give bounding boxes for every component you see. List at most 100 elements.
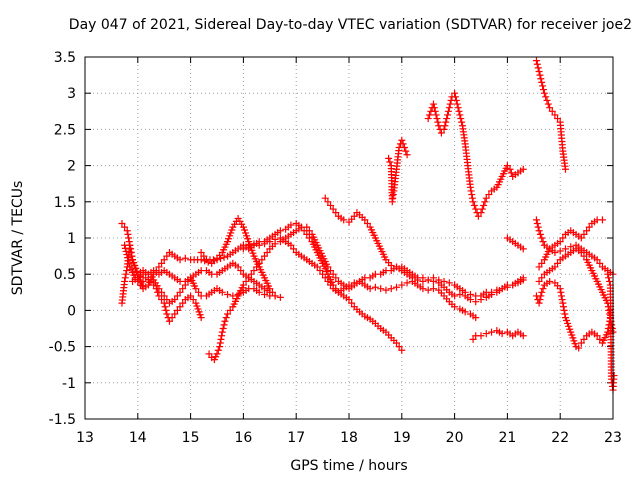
data-point bbox=[263, 248, 271, 256]
x-tick-label: 19 bbox=[393, 430, 411, 446]
data-point bbox=[536, 71, 544, 79]
data-point bbox=[585, 223, 593, 231]
data-point bbox=[506, 165, 514, 173]
data-point bbox=[519, 276, 527, 284]
data-point bbox=[468, 194, 476, 202]
data-point bbox=[258, 256, 266, 264]
data-point bbox=[161, 303, 169, 311]
data-point bbox=[361, 216, 369, 224]
y-tick-label: -1 bbox=[62, 376, 76, 392]
series-track-13 bbox=[532, 57, 569, 173]
data-point bbox=[386, 158, 394, 166]
data-point bbox=[554, 259, 562, 267]
series-track-14 bbox=[532, 216, 617, 278]
data-point bbox=[197, 314, 205, 322]
data-point bbox=[216, 339, 224, 347]
series-track-07 bbox=[239, 234, 480, 322]
data-point bbox=[458, 118, 466, 126]
axis-ticks: 13 14 15 16 17 18 19 20 21 22 23 3.5 3 2.5 2 1.5 1 0.5 0 -0… bbox=[49, 50, 622, 446]
data-point bbox=[558, 296, 566, 304]
data-point bbox=[402, 147, 410, 155]
data-point bbox=[546, 277, 554, 285]
data-point bbox=[321, 194, 329, 202]
data-point bbox=[451, 303, 459, 311]
y-tick-label: -0.5 bbox=[49, 340, 76, 356]
x-tick-label: 15 bbox=[182, 430, 200, 446]
data-point bbox=[403, 279, 411, 287]
data-point bbox=[128, 252, 136, 260]
data-point bbox=[160, 256, 168, 264]
series-track-11 bbox=[469, 327, 527, 343]
data-point bbox=[538, 274, 546, 282]
data-point bbox=[430, 104, 438, 112]
data-point bbox=[488, 290, 496, 298]
data-point bbox=[442, 118, 450, 126]
data-point bbox=[345, 296, 353, 304]
data-point bbox=[539, 82, 547, 90]
data-point bbox=[605, 277, 613, 285]
data-point bbox=[195, 288, 203, 296]
data-point bbox=[593, 332, 601, 340]
data-point bbox=[434, 118, 442, 126]
data-point bbox=[435, 122, 443, 130]
data-point bbox=[276, 293, 284, 301]
data-point bbox=[218, 288, 226, 296]
data-point bbox=[431, 107, 439, 115]
data-point bbox=[503, 162, 511, 170]
data-point bbox=[220, 321, 228, 329]
data-point bbox=[400, 144, 408, 151]
data-point bbox=[398, 346, 406, 354]
data-point bbox=[445, 104, 453, 112]
data-point bbox=[432, 111, 440, 119]
data-point bbox=[577, 234, 585, 242]
data-point bbox=[121, 241, 129, 249]
data-point bbox=[158, 259, 166, 267]
data-point bbox=[200, 252, 208, 260]
x-tick-label: 20 bbox=[446, 430, 464, 446]
data-point bbox=[124, 257, 132, 265]
data-point bbox=[536, 230, 544, 238]
data-point bbox=[250, 240, 258, 248]
data-point bbox=[477, 209, 485, 217]
data-point bbox=[538, 78, 546, 86]
data-point bbox=[150, 281, 158, 289]
data-point bbox=[237, 267, 245, 275]
data-point bbox=[414, 276, 422, 284]
data-point bbox=[424, 286, 432, 294]
data-point bbox=[610, 372, 618, 380]
data-point bbox=[261, 240, 269, 248]
data-point bbox=[535, 227, 543, 235]
data-point bbox=[503, 283, 511, 291]
data-point bbox=[271, 235, 279, 243]
data-point bbox=[444, 107, 452, 115]
data-point bbox=[561, 310, 569, 318]
data-point bbox=[217, 335, 225, 343]
data-point bbox=[276, 227, 284, 235]
data-point bbox=[155, 263, 163, 271]
data-point bbox=[197, 248, 205, 256]
data-point bbox=[324, 198, 332, 206]
data-point bbox=[441, 122, 449, 130]
data-point bbox=[171, 296, 179, 304]
data-point bbox=[139, 277, 147, 285]
data-point bbox=[519, 165, 527, 173]
data-point bbox=[118, 220, 126, 228]
data-point bbox=[261, 252, 269, 260]
data-point bbox=[366, 285, 374, 293]
data-point bbox=[470, 201, 478, 209]
data-point bbox=[127, 248, 135, 256]
data-point bbox=[173, 306, 181, 314]
data-point bbox=[468, 191, 476, 199]
data-point bbox=[327, 267, 335, 275]
data-point bbox=[247, 270, 255, 278]
data-point bbox=[575, 344, 583, 352]
data-point bbox=[472, 314, 480, 322]
data-point bbox=[253, 263, 261, 271]
data-point bbox=[440, 125, 448, 133]
data-point bbox=[160, 299, 168, 307]
data-point bbox=[222, 314, 230, 322]
y-tick-label: 0 bbox=[67, 303, 76, 319]
data-point bbox=[453, 100, 461, 108]
data-point bbox=[332, 274, 340, 282]
data-point bbox=[551, 111, 559, 119]
